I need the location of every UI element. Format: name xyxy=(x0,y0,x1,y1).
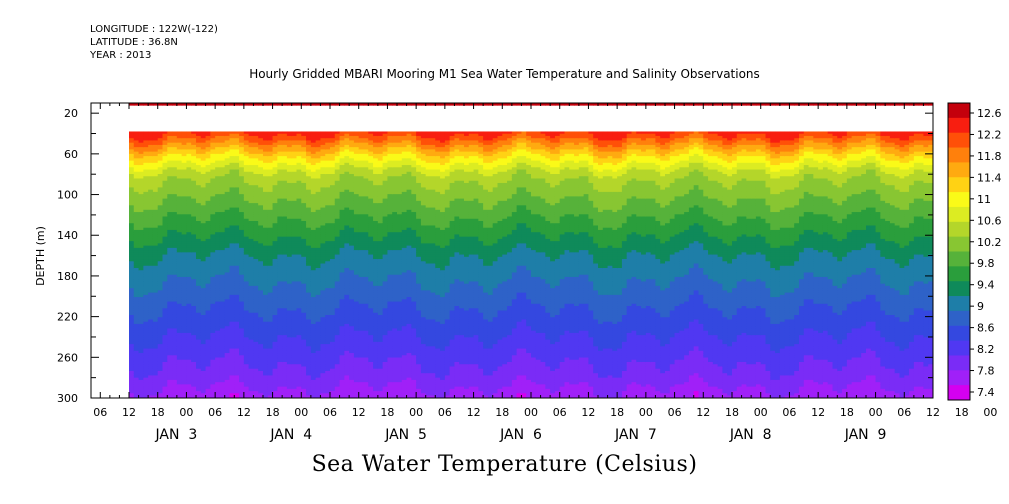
x-tick-label: 18 xyxy=(610,406,624,419)
colorbar-label: 11 xyxy=(977,193,991,206)
colorbar-swatch xyxy=(948,207,970,222)
x-tick-label: 18 xyxy=(955,406,969,419)
colorbar-swatch xyxy=(948,311,970,326)
x-tick-label: 18 xyxy=(495,406,509,419)
x-tick-label: 18 xyxy=(266,406,280,419)
colorbar-label: 11.8 xyxy=(977,150,1002,163)
colorbar-label: 9.8 xyxy=(977,257,995,270)
day-label: JAN 3 xyxy=(155,427,198,443)
colorbar-label: 12.6 xyxy=(977,107,1002,120)
colorbar-swatch xyxy=(948,162,970,177)
colorbar-swatch xyxy=(948,252,970,267)
x-tick-label: 06 xyxy=(668,406,682,419)
colorbar-swatch xyxy=(948,266,970,281)
x-tick-label: 00 xyxy=(524,406,538,419)
colorbar-label: 7.4 xyxy=(977,386,995,399)
y-tick-label: 20 xyxy=(64,107,78,120)
colorbar-swatch xyxy=(948,118,970,133)
x-tick-label: 18 xyxy=(725,406,739,419)
colorbar-swatch xyxy=(948,103,970,118)
colorbar-swatch xyxy=(948,177,970,192)
x-tick-label: 12 xyxy=(237,406,251,419)
colorbar-swatch xyxy=(948,370,970,385)
x-tick-label: 00 xyxy=(983,406,997,419)
day-label: JAN 6 xyxy=(499,427,542,443)
y-tick-label: 260 xyxy=(57,351,78,364)
day-label: JAN 8 xyxy=(729,427,772,443)
colorbar-label: 10.2 xyxy=(977,236,1002,249)
colorbar-swatch xyxy=(948,192,970,207)
x-tick-label: 00 xyxy=(294,406,308,419)
colorbar-swatch xyxy=(948,148,970,163)
colorbar-label: 8.6 xyxy=(977,322,995,335)
y-tick-label: 100 xyxy=(57,189,78,202)
colorbar-label: 9.4 xyxy=(977,279,995,292)
x-tick-label: 00 xyxy=(179,406,193,419)
colorbar-swatch xyxy=(948,296,970,311)
colorbar-label: 10.6 xyxy=(977,214,1002,227)
x-tick-label: 06 xyxy=(897,406,911,419)
colorbar-swatch xyxy=(948,326,970,341)
x-tick-label: 18 xyxy=(840,406,854,419)
x-tick-label: 00 xyxy=(869,406,883,419)
x-tick-label: 18 xyxy=(151,406,165,419)
x-tick-label: 00 xyxy=(409,406,423,419)
x-tick-label: 00 xyxy=(639,406,653,419)
day-label: JAN 4 xyxy=(269,427,312,443)
x-tick-label: 12 xyxy=(122,406,136,419)
colorbar: 12.6 12.2 11.8 11.4 11 10.6 10.2 9.8 9.4 9 8.6 8.2 7… xyxy=(948,103,1002,400)
colorbar-label: 8.2 xyxy=(977,343,995,356)
x-tick-label: 12 xyxy=(352,406,366,419)
variable-title: Sea Water Temperature (Celsius) xyxy=(0,452,1009,477)
x-tick-label: 12 xyxy=(467,406,481,419)
colorbar-swatch xyxy=(948,355,970,370)
colorbar-label: 9 xyxy=(977,300,984,313)
day-label: JAN 9 xyxy=(844,427,887,443)
y-tick-label: 180 xyxy=(57,270,78,283)
x-tick-label: 06 xyxy=(323,406,337,419)
colorbar-swatch xyxy=(948,222,970,237)
x-tick-label: 12 xyxy=(581,406,595,419)
x-tick-label: 06 xyxy=(782,406,796,419)
colorbar-label: 7.8 xyxy=(977,365,995,378)
colorbar-swatch xyxy=(948,341,970,356)
x-tick-label: 18 xyxy=(380,406,394,419)
x-tick-label: 06 xyxy=(208,406,222,419)
colorbar-label: 12.2 xyxy=(977,128,1002,141)
x-tick-label: 06 xyxy=(438,406,452,419)
colorbar-label: 11.4 xyxy=(977,171,1002,184)
y-axis-label: DEPTH (m) xyxy=(34,226,47,286)
colorbar-swatch xyxy=(948,281,970,296)
colorbar-swatch xyxy=(948,133,970,148)
y-tick-label: 220 xyxy=(57,311,78,324)
x-tick-label: 12 xyxy=(926,406,940,419)
x-tick-label: 06 xyxy=(553,406,567,419)
x-tick-label: 12 xyxy=(811,406,825,419)
y-tick-label: 140 xyxy=(57,229,78,242)
x-tick-label: 12 xyxy=(696,406,710,419)
temperature-heatmap-chart: 20 60 100 140 180 220 260 300 06 12 18 00 06 12 18 00 0… xyxy=(0,0,1009,450)
colorbar-swatch xyxy=(948,237,970,252)
day-label: JAN 5 xyxy=(384,427,427,443)
day-label: JAN 7 xyxy=(614,427,657,443)
y-tick-label: 60 xyxy=(64,148,78,161)
y-tick-label: 300 xyxy=(57,392,78,405)
heatmap-field xyxy=(91,103,934,401)
colorbar-swatch xyxy=(948,385,970,400)
x-tick-label: 00 xyxy=(754,406,768,419)
x-tick-label: 06 xyxy=(93,406,107,419)
